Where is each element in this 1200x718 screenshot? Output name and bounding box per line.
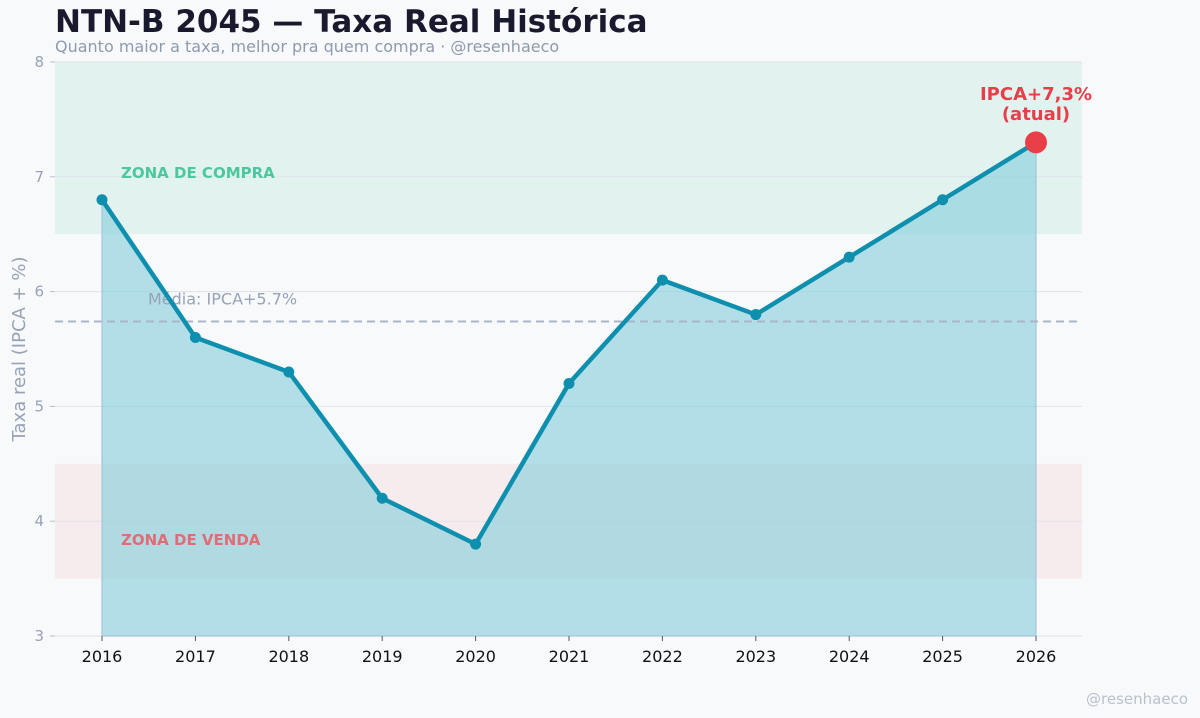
watermark: @resenhaeco <box>1086 690 1188 708</box>
y-tick-label: 4 <box>34 512 44 530</box>
data-point <box>750 309 762 321</box>
data-point <box>937 194 949 206</box>
data-point <box>470 538 482 550</box>
data-point <box>96 194 108 206</box>
x-tick-label: 2020 <box>455 647 496 666</box>
mean-label: Média: IPCA+5.7% <box>148 289 297 308</box>
x-tick-label: 2024 <box>829 647 870 666</box>
x-tick-label: 2026 <box>1016 647 1057 666</box>
y-tick-label: 7 <box>34 168 44 186</box>
y-tick-label: 6 <box>34 283 44 301</box>
data-point <box>563 377 575 389</box>
y-tick-label: 3 <box>34 627 44 645</box>
y-axis-label: Taxa real (IPCA + %) <box>9 256 30 442</box>
data-point <box>283 366 295 378</box>
x-tick-label: 2017 <box>175 647 216 666</box>
y-tick-label: 5 <box>34 397 44 415</box>
current-point <box>1025 131 1047 154</box>
chart-title: NTN-B 2045 — Taxa Real Histórica <box>55 4 648 40</box>
x-tick-label: 2016 <box>82 647 123 666</box>
x-tick-label: 2025 <box>922 647 963 666</box>
x-tick-label: 2019 <box>362 647 403 666</box>
current-annotation-value: IPCA+7,3% <box>980 84 1092 105</box>
buy-zone <box>55 62 1082 235</box>
current-annotation-note: (atual) <box>1002 104 1070 125</box>
data-point <box>376 492 388 504</box>
y-tick-label: 8 <box>34 53 44 71</box>
chart-subtitle: Quanto maior a taxa, melhor pra quem com… <box>55 37 560 56</box>
data-point <box>843 251 855 263</box>
sell-zone-label: ZONA DE VENDA <box>121 531 261 549</box>
buy-zone-label: ZONA DE COMPRA <box>121 164 275 182</box>
x-tick-label: 2018 <box>268 647 309 666</box>
x-tick-label: 2022 <box>642 647 683 666</box>
data-point <box>189 332 201 344</box>
data-point <box>656 274 668 286</box>
x-tick-label: 2023 <box>735 647 776 666</box>
x-tick-label: 2021 <box>549 647 590 666</box>
